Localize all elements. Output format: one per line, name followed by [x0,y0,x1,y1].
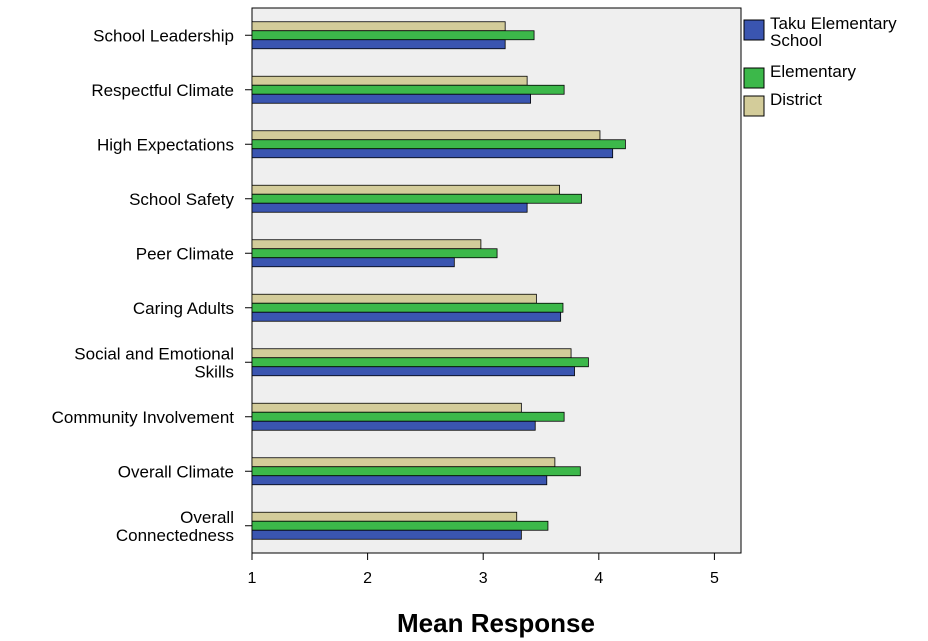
bar-taku-elementary-school-9 [251,529,522,540]
bar-district-8 [251,457,556,468]
bars-group [251,21,626,540]
bar-district-2 [251,130,601,141]
bar-elementary-7 [251,411,565,422]
category-label: School Leadership [93,26,234,45]
category-label: Overall [180,508,234,527]
x-tick-label: 4 [594,570,603,587]
bar-elementary-2 [251,139,626,150]
legend-label: Taku Elementary [770,14,897,33]
category-label: Social and Emotional [74,344,234,363]
category-label: Respectful Climate [91,81,234,100]
legend-label: Elementary [770,62,856,81]
bar-district-0 [251,21,506,32]
category-label: Skills [194,362,234,381]
bar-elementary-3 [251,193,582,204]
category-label: Overall Climate [118,462,234,481]
bar-district-4 [251,239,482,250]
category-label: School Safety [129,190,234,209]
legend-swatch-taku-elementary-school [743,19,765,41]
bar-elementary-0 [251,30,535,41]
bar-district-6 [251,348,572,359]
x-tick-label: 2 [363,570,372,587]
bar-taku-elementary-school-1 [251,93,532,104]
legend-label: School [770,31,822,50]
category-label: Connectedness [116,526,234,545]
x-tick-label: 5 [710,570,719,587]
bar-district-9 [251,511,518,522]
bar-elementary-1 [251,84,565,95]
bar-taku-elementary-school-4 [251,257,455,268]
bar-taku-elementary-school-8 [251,475,548,486]
bar-district-5 [251,293,537,304]
category-label: High Expectations [97,135,234,154]
category-label: Caring Adults [133,299,234,318]
x-tick-label: 1 [248,570,257,587]
bar-elementary-8 [251,466,581,477]
bar-taku-elementary-school-5 [251,311,562,322]
bar-taku-elementary-school-7 [251,420,536,431]
x-axis-title: Mean Response [397,608,595,638]
legend-swatch-elementary [743,67,765,89]
legend-swatch-district [743,95,765,117]
x-axis: 1 2 3 4 5 [248,553,719,587]
bar-taku-elementary-school-6 [251,366,575,377]
bar-elementary-9 [251,520,549,531]
bar-district-1 [251,75,528,86]
category-label: Community Involvement [52,408,235,427]
bar-elementary-5 [251,302,564,313]
bar-elementary-6 [251,357,589,368]
category-label: Peer Climate [136,244,234,263]
bar-taku-elementary-school-3 [251,202,528,213]
bar-taku-elementary-school-0 [251,39,506,50]
bar-district-7 [251,402,522,413]
bar-taku-elementary-school-2 [251,148,614,159]
bar-district-3 [251,184,560,195]
legend-label: District [770,90,822,109]
x-tick-label: 3 [479,570,488,587]
bar-elementary-4 [251,248,498,259]
y-axis: School Leadership Respectful Climate High … [52,26,252,545]
